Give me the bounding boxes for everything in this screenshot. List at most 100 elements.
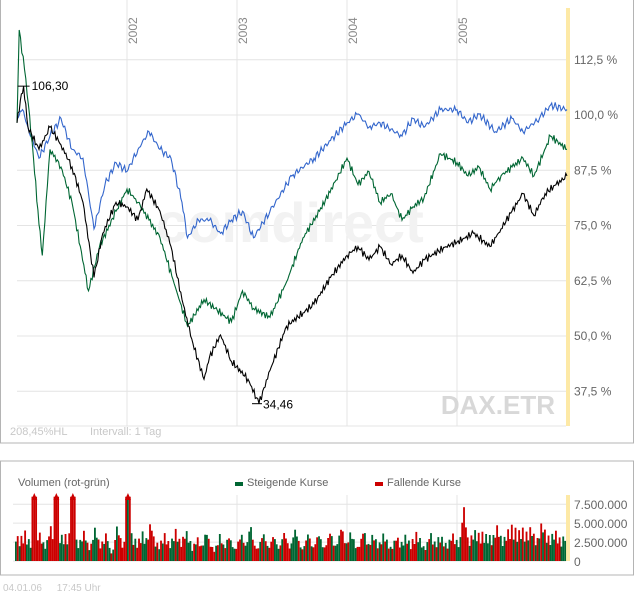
volume-bar — [375, 539, 377, 561]
volume-bar — [68, 533, 71, 561]
volume-bar — [141, 531, 144, 561]
price-chart-frame — [0, 0, 634, 444]
volume-bar — [264, 541, 267, 561]
volume-bar — [285, 538, 287, 561]
volume-tick-label: 2.500.000 — [574, 536, 628, 550]
volume-bar — [53, 496, 56, 561]
volume-bar — [562, 536, 565, 561]
volume-bar — [316, 537, 319, 561]
volume-bar — [171, 538, 173, 561]
volume-bar — [83, 530, 85, 561]
volume-bar — [117, 535, 120, 561]
volume-bar — [106, 541, 109, 561]
volume-bar — [351, 538, 353, 561]
volume-bar — [505, 540, 508, 561]
volume-tick-label: 0 — [574, 555, 581, 569]
volume-bar — [229, 540, 232, 561]
volume-bar — [235, 548, 238, 561]
volume-bar — [125, 496, 128, 561]
legend-down-swatch — [375, 482, 383, 486]
x-tick-label: 2003 — [236, 17, 250, 44]
volume-bar — [503, 536, 506, 561]
volume-bar — [62, 544, 65, 561]
volume-bar — [545, 542, 548, 561]
volume-bar — [490, 545, 493, 561]
volume-bar — [71, 496, 74, 561]
volume-bar — [281, 539, 284, 561]
volume-bar — [426, 542, 429, 561]
volume-bar — [37, 540, 39, 561]
volume-bar — [178, 538, 181, 561]
volume-chart: Volumen (rot-grün) Steigende Kurse Falle… — [0, 460, 634, 576]
volume-bar — [81, 541, 83, 561]
volume-bar — [411, 539, 414, 561]
volume-bar — [275, 544, 278, 561]
volume-bar — [466, 537, 469, 561]
volume-bar — [255, 548, 258, 561]
volume-bar — [272, 537, 274, 561]
volume-bar — [97, 539, 100, 561]
volume-bar — [220, 543, 223, 561]
volume-bar — [290, 543, 293, 561]
volume-bar — [452, 533, 454, 561]
volume-bar — [218, 534, 221, 561]
volume-bar — [240, 534, 243, 561]
overflow-arrow-icon — [124, 493, 131, 500]
volume-bar — [121, 547, 124, 561]
volume-bar — [408, 540, 410, 561]
y-tick-label: 112,5 % — [574, 53, 617, 67]
volume-bar — [274, 539, 276, 561]
volume-bar — [564, 540, 567, 561]
volume-bar — [444, 542, 447, 561]
volume-bar — [99, 548, 102, 561]
range-info: 208,45%HL — [10, 426, 68, 438]
interval-info: Intervall: 1 Tag — [90, 426, 161, 438]
volume-bar — [468, 545, 471, 561]
volume-bar — [485, 534, 488, 561]
volume-bar — [338, 535, 341, 561]
volume-bar — [544, 529, 546, 561]
volume-bar — [154, 546, 157, 561]
volume-bar — [57, 496, 60, 561]
volume-bar — [442, 546, 445, 561]
footer-time: 17:45 Uhr — [56, 583, 101, 594]
y-tick-label: 62,5 % — [574, 274, 612, 288]
volume-bar — [286, 543, 289, 561]
volume-bar — [29, 547, 32, 561]
volume-bar — [209, 546, 212, 561]
volume-bar — [454, 544, 456, 561]
volume-bar — [38, 532, 41, 561]
volume-bar — [211, 547, 214, 561]
volume-bar — [360, 538, 363, 561]
volume-bar — [347, 542, 350, 561]
footer-date: 04.01.06 — [3, 583, 42, 594]
volume-bar — [149, 524, 151, 561]
volume-bar — [187, 542, 190, 561]
volume-bar — [44, 548, 47, 561]
volume-bar — [419, 538, 421, 561]
max-value-label: 106,30 — [32, 79, 69, 93]
volume-bar — [250, 527, 252, 561]
volume-bar — [215, 545, 218, 561]
volume-bar — [386, 539, 388, 561]
volume-bar — [237, 541, 240, 561]
volume-bar — [222, 544, 225, 561]
volume-bar — [198, 546, 201, 561]
volume-bar — [84, 540, 87, 561]
volume-bar — [86, 542, 89, 561]
volume-bar — [42, 542, 45, 561]
volume-bar — [376, 548, 379, 561]
volume-bar — [189, 541, 192, 561]
volume-bar — [479, 543, 482, 561]
volume-bar — [420, 547, 423, 561]
volume-bar — [448, 539, 451, 561]
volume-title: Volumen (rot-grün) — [18, 477, 110, 489]
volume-bar — [558, 537, 561, 561]
volume-bar — [483, 542, 486, 561]
volume-bar — [510, 524, 513, 561]
volume-bar — [465, 527, 467, 561]
volume-bar — [150, 530, 153, 561]
volume-bar — [327, 538, 330, 561]
volume-bar — [18, 546, 21, 561]
volume-bar — [402, 545, 405, 561]
